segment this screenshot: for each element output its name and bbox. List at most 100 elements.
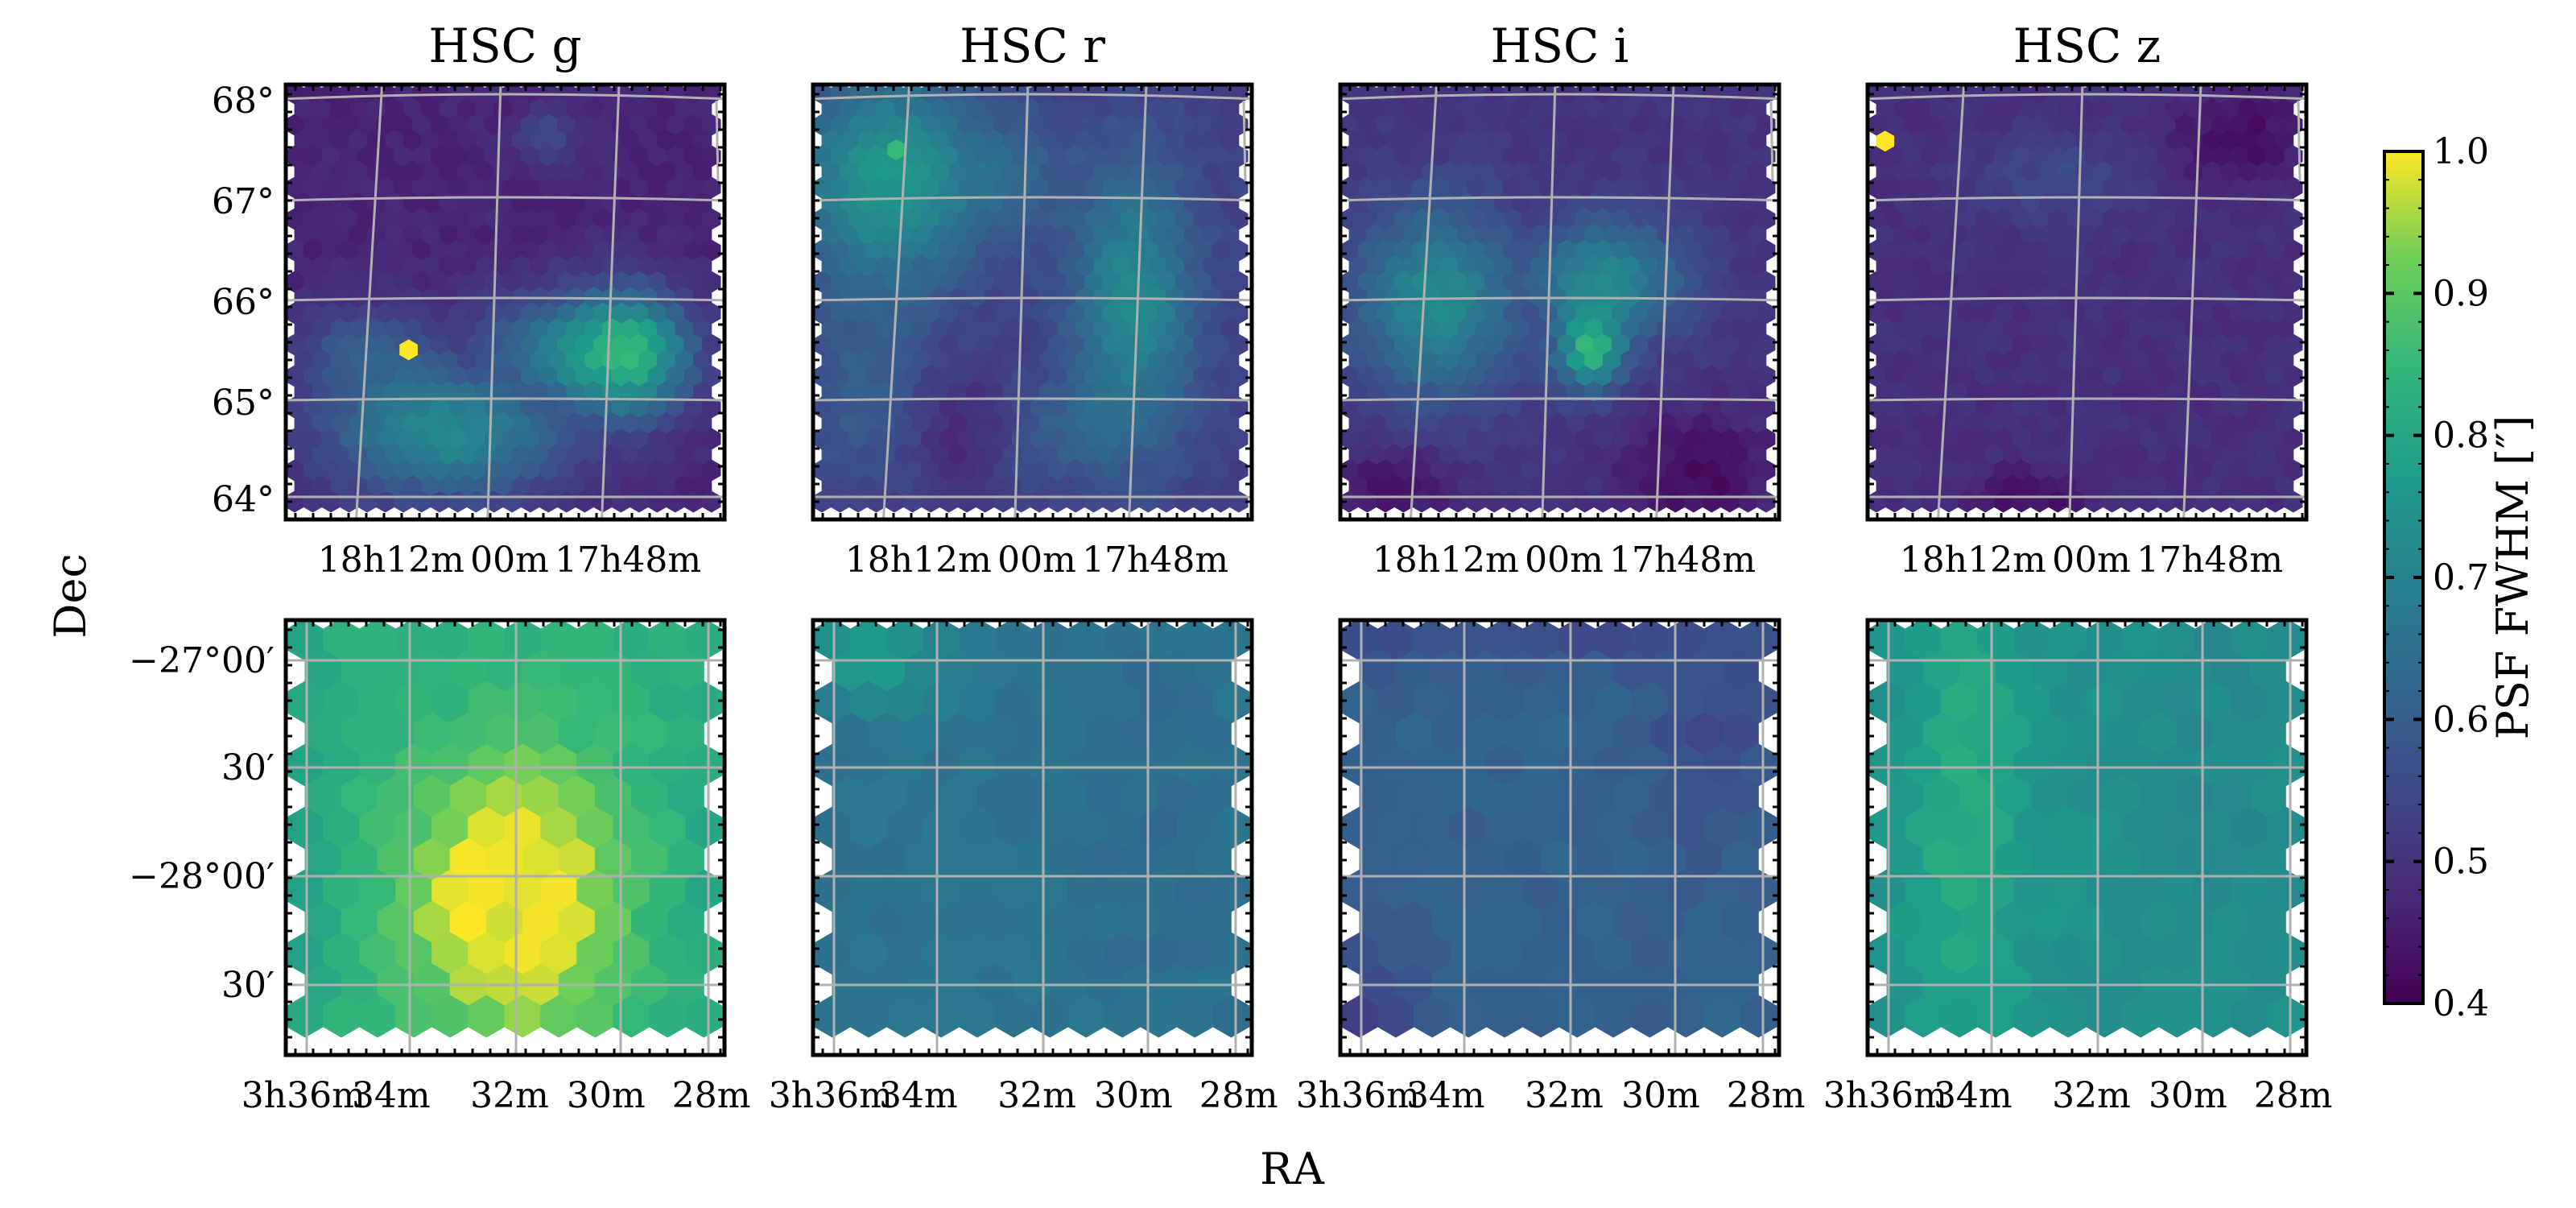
ra-gridline <box>601 85 621 519</box>
hex-map <box>287 620 723 1038</box>
dec-gridline <box>813 196 1252 202</box>
dec-tick-label: 64° <box>212 479 275 520</box>
ra-gridline <box>1936 85 1966 519</box>
ra-tick-label: 30m <box>1621 1075 1700 1116</box>
ra-tick-label: 00m <box>2052 540 2131 581</box>
dec-gridline <box>1868 397 2306 402</box>
hex-map <box>1868 85 2303 513</box>
ra-tick-label: 32m <box>997 1075 1076 1116</box>
hex-map <box>814 620 1250 1038</box>
ra-tick-label: 00m <box>470 540 549 581</box>
ra-gridline <box>1769 100 1774 182</box>
dec-gridline <box>286 296 724 302</box>
colorbar: 1.0 0.9 0.8 0.7 0.6 0.5 0.4 PSF FWHM [″] <box>2383 131 2538 1024</box>
dec-gridline <box>286 397 724 402</box>
hex-map <box>813 85 1249 513</box>
panel-frame <box>1338 618 1781 1057</box>
colorbar-tick-label: 0.4 <box>2433 983 2489 1024</box>
ra-gridline <box>2297 100 2301 182</box>
ra-tick-label: 28m <box>1727 1075 1806 1116</box>
panel-frame <box>811 82 1254 522</box>
ra-tick-label: 18h12m <box>1900 540 2046 581</box>
ra-tick-label: 3h36m <box>1823 1075 1947 1116</box>
hex-map <box>1868 620 2305 1038</box>
colorbar-tick-label: 1.0 <box>2433 131 2489 172</box>
panel-north-r: HSC r 18h12m 00m 17h48m <box>811 19 1254 581</box>
dec-tick-label: 30′ <box>221 747 275 788</box>
ra-tick-label: 17h48m <box>555 540 701 581</box>
ra-gridline <box>1541 85 1557 519</box>
dec-gridline <box>1340 397 1779 402</box>
coordinate-grid <box>286 85 724 519</box>
ra-tick-label: 32m <box>470 1075 549 1116</box>
ra-tick-label: 28m <box>2254 1075 2333 1116</box>
panel-north-z: HSC z 18h12m 00m 17h48m <box>1865 19 2309 581</box>
dec-gridline <box>813 93 1252 101</box>
hex-cell <box>2267 995 2305 1038</box>
panel-title: HSC g <box>428 19 581 73</box>
panel-north-i: HSC i 18h12m 00m 17h48m <box>1338 19 1781 581</box>
colorbar-tick-label: 0.9 <box>2433 273 2489 314</box>
minor-ticks <box>813 85 1252 519</box>
ra-tick-label: 17h48m <box>2136 540 2283 581</box>
ra-tick-label: 32m <box>2052 1075 2131 1116</box>
ra-tick-label: 00m <box>997 540 1076 581</box>
ra-tick-label: 3h36m <box>242 1075 365 1116</box>
panel-frame <box>283 82 727 522</box>
ra-tick-label: 00m <box>1525 540 1604 581</box>
ra-gridline <box>2068 85 2084 519</box>
dec-gridline <box>286 93 724 101</box>
panel-title: HSC r <box>960 19 1105 73</box>
dec-tick-label: −28°00′ <box>129 856 275 897</box>
hex-map <box>286 85 721 513</box>
panel-north-g: HSC g 18h12m 00m 17h48m 68° 67° 66° 65° 64° <box>212 19 727 581</box>
coordinate-grid <box>1340 620 1779 1055</box>
dec-gridline <box>813 296 1252 302</box>
ra-tick-label: 28m <box>672 1075 751 1116</box>
colorbar-label: PSF FWHM [″] <box>2487 416 2538 740</box>
coordinate-grid <box>813 85 1252 519</box>
ra-tick-label: 30m <box>567 1075 646 1116</box>
ra-gridline <box>1242 100 1247 182</box>
ra-tick-label: 34m <box>1406 1075 1485 1116</box>
panel-title: HSC i <box>1491 19 1629 73</box>
ra-tick-label: 18h12m <box>318 540 464 581</box>
ra-tick-label: 28m <box>1199 1075 1278 1116</box>
dec-tick-label: 67° <box>212 181 275 222</box>
minor-ticks <box>286 620 724 1055</box>
ra-tick-label: 18h12m <box>1373 540 1519 581</box>
ra-gridline <box>2182 85 2202 519</box>
ra-gridline <box>881 85 911 519</box>
ra-gridline <box>486 85 502 519</box>
ra-tick-label: 18h12m <box>845 540 992 581</box>
ra-gridline <box>354 85 384 519</box>
panel-frame <box>1865 618 2309 1057</box>
outlier-hex <box>887 139 906 160</box>
hex-map <box>1341 620 1777 1038</box>
minor-ticks <box>286 85 724 519</box>
ra-tick-label: 32m <box>1525 1075 1604 1116</box>
colorbar-tick-label: 0.6 <box>2433 699 2489 740</box>
ra-tick-label: 34m <box>1934 1075 2013 1116</box>
panel-frame <box>811 618 1254 1057</box>
panel-frame <box>283 618 727 1057</box>
dec-gridline <box>1340 196 1779 202</box>
ra-tick-label: 17h48m <box>1082 540 1228 581</box>
dec-gridline <box>1868 196 2306 202</box>
ra-tick-label: 34m <box>352 1075 431 1116</box>
dec-gridline <box>1868 93 2306 101</box>
ra-tick-label: 3h36m <box>1296 1075 1420 1116</box>
coordinate-grid <box>813 620 1252 1055</box>
x-axis-label: RA <box>1260 1144 1325 1194</box>
dec-gridline <box>1340 296 1779 302</box>
minor-ticks <box>1340 85 1779 519</box>
dec-tick-label: −27°00′ <box>129 640 275 681</box>
dec-gridline <box>286 196 724 202</box>
ra-tick-label: 34m <box>879 1075 958 1116</box>
dec-gridline <box>813 397 1252 402</box>
outlier-hex <box>399 339 418 361</box>
